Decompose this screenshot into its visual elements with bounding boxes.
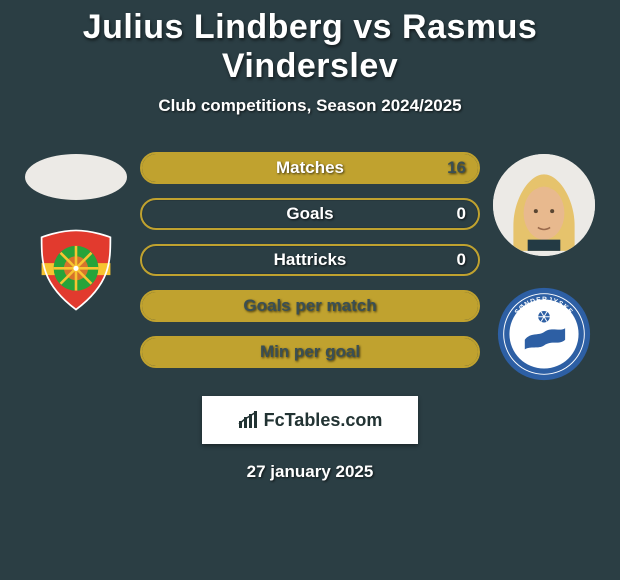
face-icon <box>493 154 595 256</box>
page-subtitle: Club competitions, Season 2024/2025 <box>0 96 620 116</box>
fctables-text: FcTables.com <box>264 410 383 431</box>
stat-bar: Goals per match <box>140 290 480 322</box>
stat-bar-value-right: 0 <box>457 250 466 270</box>
stat-bar: Matches 16 <box>140 152 480 184</box>
shield-icon <box>27 227 125 313</box>
stat-bar: Hattricks 0 <box>140 244 480 276</box>
stat-bar-label: Goals <box>286 204 333 224</box>
stat-bar: Min per goal <box>140 336 480 368</box>
left-player-face <box>25 154 127 200</box>
date-line: 27 january 2025 <box>0 462 620 482</box>
right-player-col: SØNDERJYSKE <box>480 150 608 382</box>
page-title: Julius Lindberg vs Rasmus Vinderslev <box>0 8 620 86</box>
fctables-watermark: FcTables.com <box>202 396 418 444</box>
stat-bar-label: Matches <box>276 158 344 178</box>
stat-bar-label: Min per goal <box>260 342 360 362</box>
left-player-col <box>12 150 140 313</box>
badge-icon: SØNDERJYSKE <box>496 286 592 382</box>
right-club-badge: SØNDERJYSKE <box>496 286 592 382</box>
fctables-label: FcTables.com <box>238 410 383 431</box>
right-player-face <box>493 154 595 256</box>
content-row: Matches 16 Goals 0 Hattricks 0 Goals per match… <box>0 150 620 382</box>
stat-bar-value-right: 0 <box>457 204 466 224</box>
stat-bar-label: Goals per match <box>243 296 376 316</box>
page-root: Julius Lindberg vs Rasmus Vinderslev Clu… <box>0 0 620 482</box>
bars-icon <box>238 411 260 429</box>
stat-bar-label: Hattricks <box>274 250 347 270</box>
stat-bar: Goals 0 <box>140 198 480 230</box>
left-club-badge <box>27 227 125 313</box>
stats-bars: Matches 16 Goals 0 Hattricks 0 Goals per match… <box>140 150 480 368</box>
stat-bar-value-right: 16 <box>447 158 466 178</box>
